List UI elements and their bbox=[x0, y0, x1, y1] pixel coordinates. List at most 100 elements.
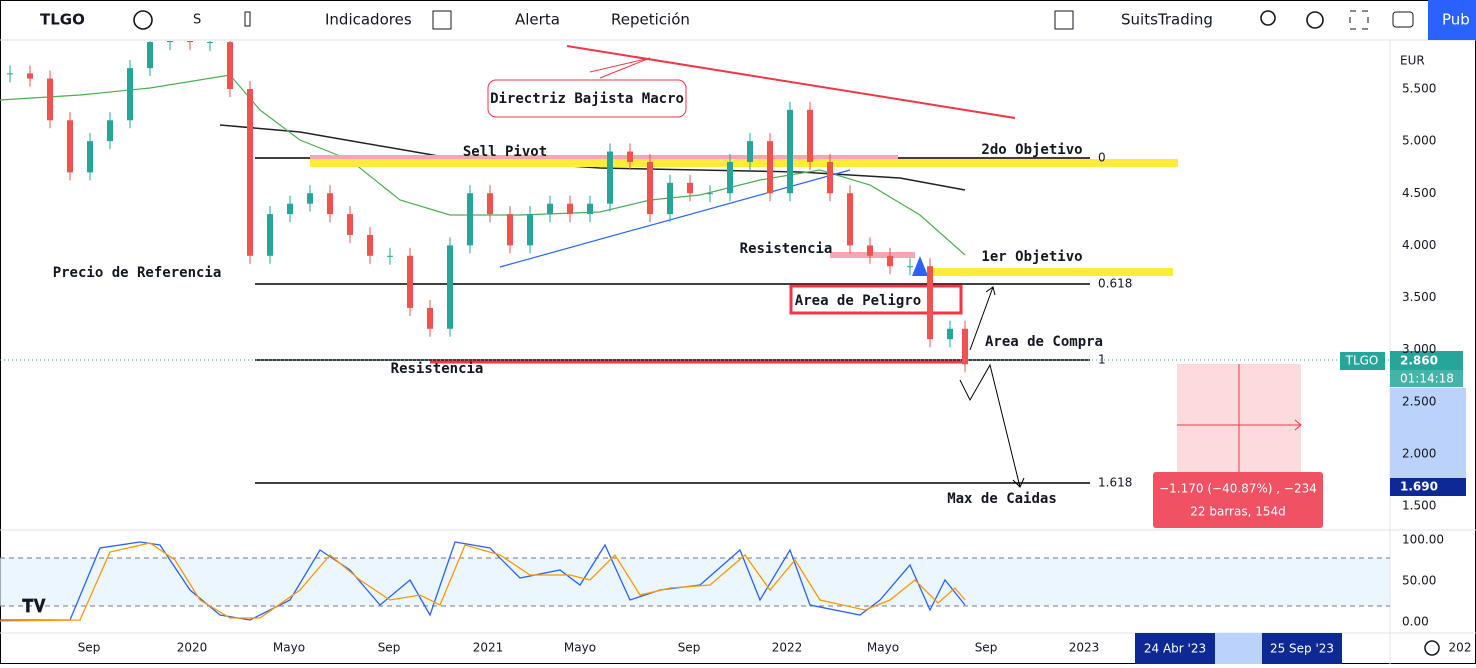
layout-name[interactable]: SuitsTrading bbox=[1121, 11, 1213, 29]
target1-zone bbox=[928, 268, 1173, 276]
currency[interactable]: EUR bbox=[1400, 54, 1425, 68]
symbol-badge-bg bbox=[1340, 352, 1385, 370]
annotation: Sell Pivot bbox=[463, 144, 547, 160]
candle bbox=[127, 68, 133, 121]
oscillator-tick-label: 100.00 bbox=[1402, 533, 1444, 547]
candle bbox=[547, 203, 553, 215]
chart-type[interactable] bbox=[244, 11, 251, 27]
add-symbol[interactable] bbox=[133, 10, 153, 30]
alert[interactable]: Alerta bbox=[515, 11, 560, 29]
measure-h bbox=[1177, 419, 1302, 431]
candle bbox=[647, 161, 653, 215]
candle bbox=[847, 193, 853, 246]
measure-label bbox=[1153, 472, 1323, 528]
up-arrow bbox=[912, 256, 928, 276]
interval[interactable]: S bbox=[193, 13, 201, 28]
tv-logo: 𝐓𝐕 bbox=[22, 596, 47, 617]
time-tick-label: 2020 bbox=[177, 641, 208, 655]
fullscreen[interactable] bbox=[1349, 10, 1369, 30]
candle bbox=[567, 203, 573, 215]
fib-label: 0.618 bbox=[1098, 277, 1132, 291]
symbol[interactable]: TLGO bbox=[40, 11, 85, 29]
annotation: Precio de Referencia bbox=[53, 265, 222, 281]
last-price-bg bbox=[1390, 351, 1463, 370]
time-tick-label: 2021 bbox=[473, 641, 504, 655]
time-tick-label: Sep bbox=[378, 641, 401, 655]
annotation: Directriz Bajista Macro bbox=[490, 91, 684, 107]
candle bbox=[687, 182, 693, 194]
time-tick-label: Mayo bbox=[867, 641, 899, 655]
target2-zone bbox=[310, 159, 1178, 167]
axis-settings[interactable] bbox=[1424, 640, 1440, 656]
snapshot[interactable] bbox=[1392, 11, 1414, 28]
price-tick-label: 4.500 bbox=[1402, 186, 1436, 200]
candle bbox=[667, 182, 673, 215]
layout-icon[interactable] bbox=[1054, 10, 1074, 30]
callout-pointer bbox=[589, 57, 651, 79]
macro-trendline bbox=[566, 45, 1016, 119]
time-tick-label: Mayo bbox=[273, 641, 305, 655]
candle bbox=[787, 109, 793, 194]
countdown: 01:14:18 bbox=[1400, 372, 1454, 386]
time-tick-label: 2023 bbox=[1069, 641, 1100, 655]
arrow-down-path bbox=[959, 363, 1025, 488]
moving-average-200 bbox=[219, 124, 966, 191]
price-tick-label: 2.500 bbox=[1402, 394, 1436, 408]
candle bbox=[167, 41, 173, 43]
annotation: 1er Objetivo bbox=[981, 249, 1082, 265]
candle bbox=[307, 193, 313, 204]
measure-axis-range bbox=[1390, 388, 1466, 478]
toolbar: TLGO S Indicadores Alerta Repetición Sui… bbox=[0, 0, 1476, 41]
candle bbox=[247, 89, 253, 256]
annotation: Resistencia bbox=[740, 241, 833, 257]
candle bbox=[587, 203, 593, 215]
time-tick-label: Sep bbox=[975, 641, 998, 655]
arrow-up-path bbox=[969, 286, 996, 351]
candle bbox=[527, 214, 533, 246]
candle bbox=[827, 161, 833, 194]
candle bbox=[367, 234, 373, 256]
candle bbox=[347, 214, 353, 235]
templates[interactable] bbox=[432, 10, 452, 30]
candle bbox=[467, 193, 473, 246]
candle bbox=[947, 328, 953, 340]
price-tick-label: 1.500 bbox=[1402, 499, 1436, 513]
candle bbox=[147, 42, 153, 69]
candle bbox=[887, 255, 893, 267]
candle bbox=[47, 78, 53, 121]
candle bbox=[207, 42, 213, 44]
price-tick-label: 3.000 bbox=[1402, 342, 1436, 356]
time-badge: 25 Sep '23 bbox=[1270, 642, 1334, 656]
candle bbox=[927, 266, 933, 340]
indicators[interactable]: Indicadores bbox=[325, 11, 412, 29]
oscillator-tick-label: 50.00 bbox=[1402, 574, 1436, 588]
fib-label: 1.618 bbox=[1098, 476, 1132, 490]
target-price-bg bbox=[1390, 478, 1466, 496]
candle bbox=[907, 266, 913, 268]
candle bbox=[87, 141, 93, 173]
candle bbox=[607, 151, 613, 204]
publish-button[interactable] bbox=[1428, 0, 1476, 40]
measure-line1: −1.170 (−40.87%) , −234 bbox=[1159, 482, 1317, 496]
candle bbox=[267, 214, 273, 256]
price-tick-label: 2.000 bbox=[1402, 446, 1436, 460]
time-badge: 24 Abr '23 bbox=[1144, 642, 1206, 656]
stoch-d bbox=[0, 542, 966, 622]
candle bbox=[187, 41, 193, 43]
callout-box bbox=[487, 79, 687, 118]
time-tick-label: Sep bbox=[78, 641, 101, 655]
price-tick-label: 5.000 bbox=[1402, 134, 1436, 148]
replay[interactable]: Repetición bbox=[611, 11, 690, 29]
candle bbox=[327, 193, 333, 215]
candle bbox=[627, 151, 633, 162]
candle bbox=[707, 193, 713, 195]
publish-label[interactable]: Pub bbox=[1442, 11, 1470, 29]
candles bbox=[7, 41, 968, 373]
time-tick-label: Sep bbox=[678, 641, 701, 655]
candle bbox=[407, 255, 413, 308]
settings[interactable] bbox=[1306, 11, 1324, 29]
time-badge-bg bbox=[1262, 633, 1342, 664]
price-tick-label: 5.500 bbox=[1402, 82, 1436, 96]
search[interactable] bbox=[1260, 10, 1276, 26]
